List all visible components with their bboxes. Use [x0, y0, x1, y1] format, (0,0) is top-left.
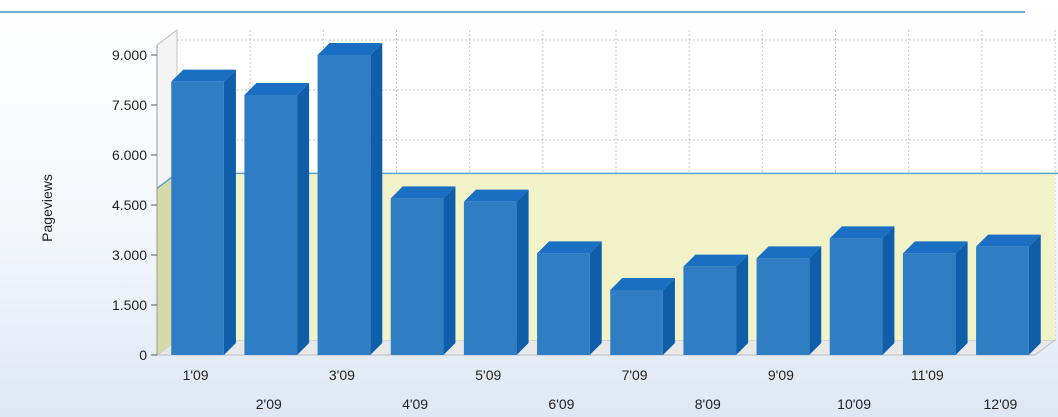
bar-side: [955, 241, 968, 355]
bar-side: [882, 226, 895, 355]
bar-side: [516, 189, 529, 355]
y-axis: 0 1.500 3.000 4.500 6.000 7.500 9.000: [112, 45, 158, 363]
x-tick-label: 5'09: [475, 367, 501, 383]
bar-top: [829, 226, 895, 239]
x-tick-label: 9'09: [768, 367, 794, 383]
y-tick-label: 7.500: [112, 97, 147, 113]
bar-side: [443, 186, 456, 355]
bar-top: [171, 69, 236, 82]
bar-side: [370, 43, 383, 355]
bar: [976, 234, 1041, 355]
x-tick-label: 8'09: [695, 396, 721, 412]
bar: [317, 43, 383, 355]
bar-top: [610, 278, 675, 290]
bar-front: [829, 238, 883, 355]
x-tick-label: 1'09: [183, 367, 209, 383]
bar-front: [756, 258, 810, 355]
y-tick-label: 0: [139, 347, 147, 363]
x-tick-label: 6'09: [548, 396, 574, 412]
bar-top: [317, 43, 383, 55]
bar: [610, 278, 675, 355]
bar-front: [317, 55, 371, 355]
y-axis-label: Pageviews: [39, 174, 55, 242]
bar-front: [537, 253, 590, 355]
x-tick-label: 12'09: [984, 396, 1018, 412]
bar-front: [244, 95, 298, 355]
x-tick-label: 10'09: [837, 396, 871, 412]
bar-top: [683, 254, 749, 267]
x-axis: 1'09 2'09 3'09 4'09 5'09 6'09 7'09 8'09 9'09 10'0…: [183, 367, 1018, 412]
bar-top: [902, 241, 968, 254]
bar-side: [589, 241, 602, 355]
bar: [756, 246, 822, 355]
bars: [171, 43, 1041, 356]
bar-side: [223, 69, 236, 356]
x-tick-label: 7'09: [622, 367, 648, 383]
bar: [902, 241, 968, 355]
bar-side: [736, 254, 749, 355]
bar-front: [683, 266, 737, 355]
x-tick-label: 3'09: [329, 367, 355, 383]
bar-front: [610, 290, 663, 355]
bar-top: [756, 246, 822, 259]
bar: [171, 69, 236, 356]
bar-side: [662, 278, 675, 355]
bar-top: [537, 241, 602, 254]
bar: [683, 254, 749, 355]
bar-top: [390, 186, 456, 199]
bar: [244, 83, 310, 355]
bar-front: [390, 198, 444, 355]
bar-top: [976, 234, 1041, 247]
bar-top: [244, 83, 310, 95]
bar-front: [902, 253, 956, 355]
bar-front: [976, 246, 1029, 355]
y-tick-label: 3.000: [112, 247, 147, 263]
bar: [829, 226, 895, 355]
bar: [537, 241, 602, 355]
bar: [463, 189, 529, 355]
bar: [390, 186, 456, 355]
x-tick-label: 4'09: [402, 396, 428, 412]
y-tick-label: 6.000: [112, 147, 147, 163]
bar-side: [297, 83, 310, 355]
y-tick-label: 4.500: [112, 197, 147, 213]
x-tick-label: 2'09: [256, 396, 282, 412]
bar-side: [809, 246, 822, 355]
bar-front: [463, 201, 517, 355]
y-tick-label: 1.500: [112, 297, 147, 313]
x-tick-label: 11'09: [911, 367, 944, 383]
bar-side: [1028, 234, 1041, 355]
bar-top: [463, 189, 529, 202]
y-tick-label: 9.000: [112, 47, 147, 63]
bar-front: [171, 81, 224, 356]
